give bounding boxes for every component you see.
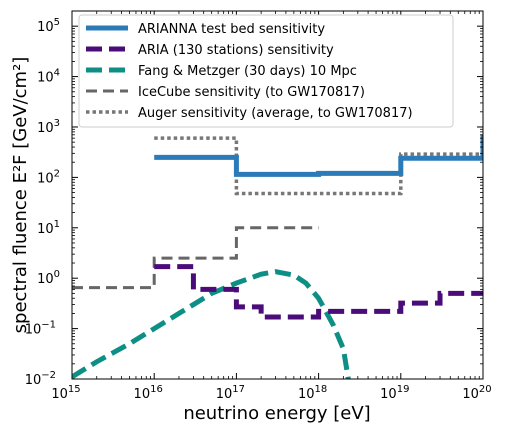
y-tick-label: 100 bbox=[37, 269, 60, 287]
series-line-4 bbox=[72, 226, 319, 290]
x-tick-label: 1016 bbox=[134, 384, 163, 402]
x-axis-label: neutrino energy [eV] bbox=[183, 403, 370, 424]
x-tick-label: 1015 bbox=[51, 384, 80, 402]
legend-label-1: ARIANNA test bed sensitivity bbox=[138, 22, 325, 37]
x-tick-label: 1018 bbox=[298, 384, 327, 402]
plot-frame bbox=[71, 10, 484, 380]
y-tick-label: 103 bbox=[37, 118, 60, 136]
x-tick-label: 1020 bbox=[462, 384, 491, 402]
series-line-2 bbox=[154, 264, 483, 320]
y-axis-label: spectral fluence E²F [GeV/cm²] bbox=[10, 57, 31, 334]
legend-label-2: ARIA (130 stations) sensitivity bbox=[138, 43, 334, 58]
y-tick-label: 102 bbox=[37, 168, 60, 186]
series-layer bbox=[72, 134, 483, 379]
legend-label-4: IceCube sensitivity (to GW170817) bbox=[138, 85, 365, 100]
series-line-3 bbox=[72, 269, 351, 379]
legend-label-5: Auger sensitivity (average, to GW170817) bbox=[138, 106, 413, 121]
y-tick-label: 104 bbox=[37, 68, 60, 86]
legend: ARIANNA test bed sensitivity ARIA (130 st… bbox=[78, 14, 454, 128]
series-line-5 bbox=[154, 136, 483, 196]
legend-box bbox=[78, 14, 454, 128]
legend-label-3: Fang & Metzger (30 days) 10 Mpc bbox=[138, 64, 357, 79]
x-tick-label: 1017 bbox=[216, 384, 245, 402]
y-tick-label: 105 bbox=[37, 17, 60, 35]
x-tick-label: 1019 bbox=[380, 384, 409, 402]
series-line-1 bbox=[154, 134, 483, 177]
legend-items: ARIANNA test bed sensitivity ARIA (130 st… bbox=[86, 22, 413, 121]
y-tick-label: 10−2 bbox=[25, 370, 56, 388]
y-tick-label: 101 bbox=[37, 219, 60, 237]
